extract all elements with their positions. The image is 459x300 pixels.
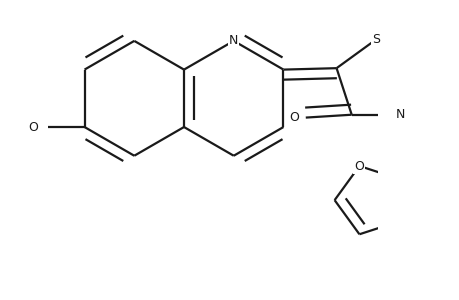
Text: S: S xyxy=(371,33,379,46)
Text: O: O xyxy=(354,160,364,172)
Text: O: O xyxy=(28,121,38,134)
Text: O: O xyxy=(289,111,298,124)
Text: N: N xyxy=(395,108,404,121)
Text: N: N xyxy=(229,34,238,47)
